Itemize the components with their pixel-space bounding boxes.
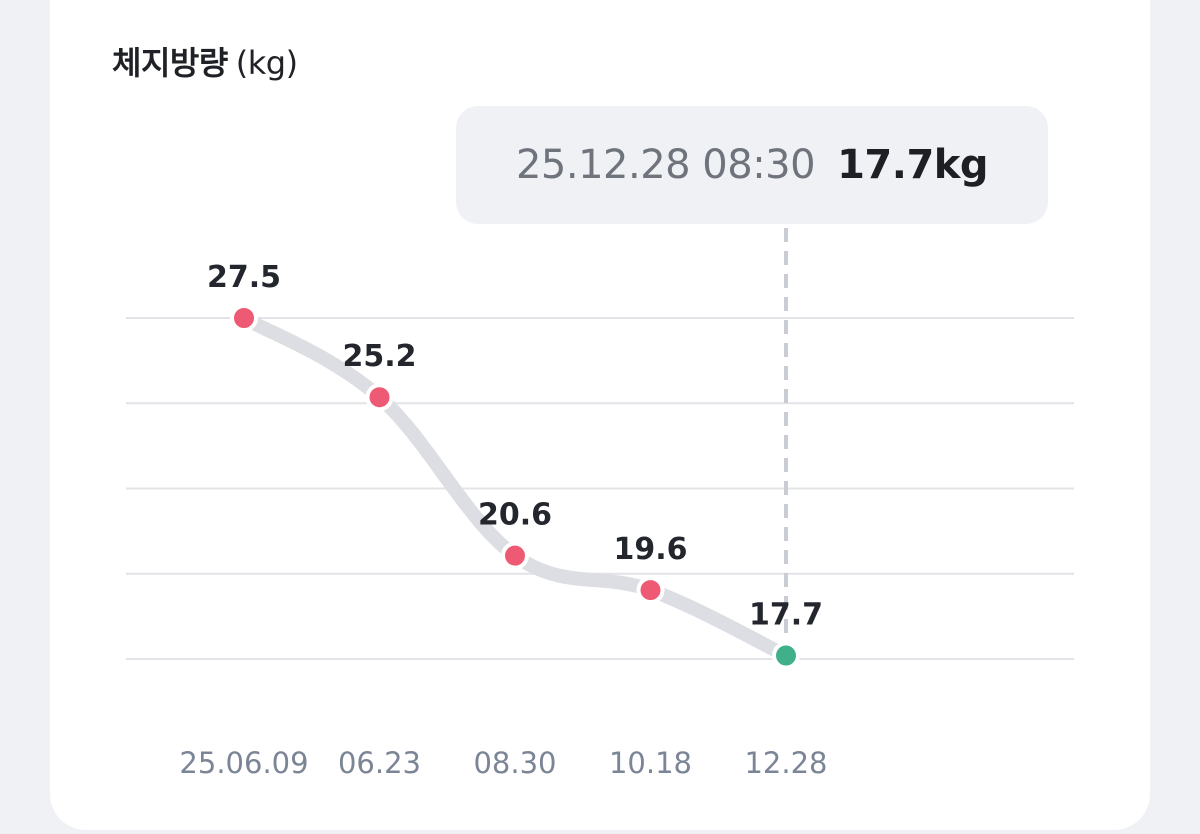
selected-data-point[interactable] (772, 641, 800, 670)
chart-title-text: 체지방량 (112, 44, 228, 82)
chart-title: 체지방량 (kg) (112, 38, 298, 84)
data-point[interactable] (636, 576, 665, 605)
x-tick-label: 06.23 (338, 746, 421, 780)
tooltip-value: 17.7kg (837, 142, 989, 188)
tooltip-datetime: 25.12.28 08:30 (515, 142, 816, 188)
data-point[interactable] (230, 304, 258, 332)
x-tick-label: 10.18 (609, 746, 692, 780)
selected-point-tooltip: 25.12.28 08:30 17.7kg (456, 106, 1048, 224)
data-point[interactable] (501, 541, 529, 570)
x-tick-label: 08.30 (473, 746, 556, 780)
x-tick-label: 25.06.09 (179, 746, 308, 780)
data-label: 17.7 (749, 598, 823, 633)
data-point[interactable] (365, 383, 394, 412)
data-label: 27.5 (207, 260, 281, 295)
x-tick-label: 12.28 (744, 746, 827, 780)
series-line (237, 311, 793, 663)
chart-title-unit: (kg) (235, 44, 298, 82)
data-label: 20.6 (478, 498, 552, 533)
data-label: 25.2 (342, 339, 416, 374)
data-label: 19.6 (613, 532, 687, 567)
